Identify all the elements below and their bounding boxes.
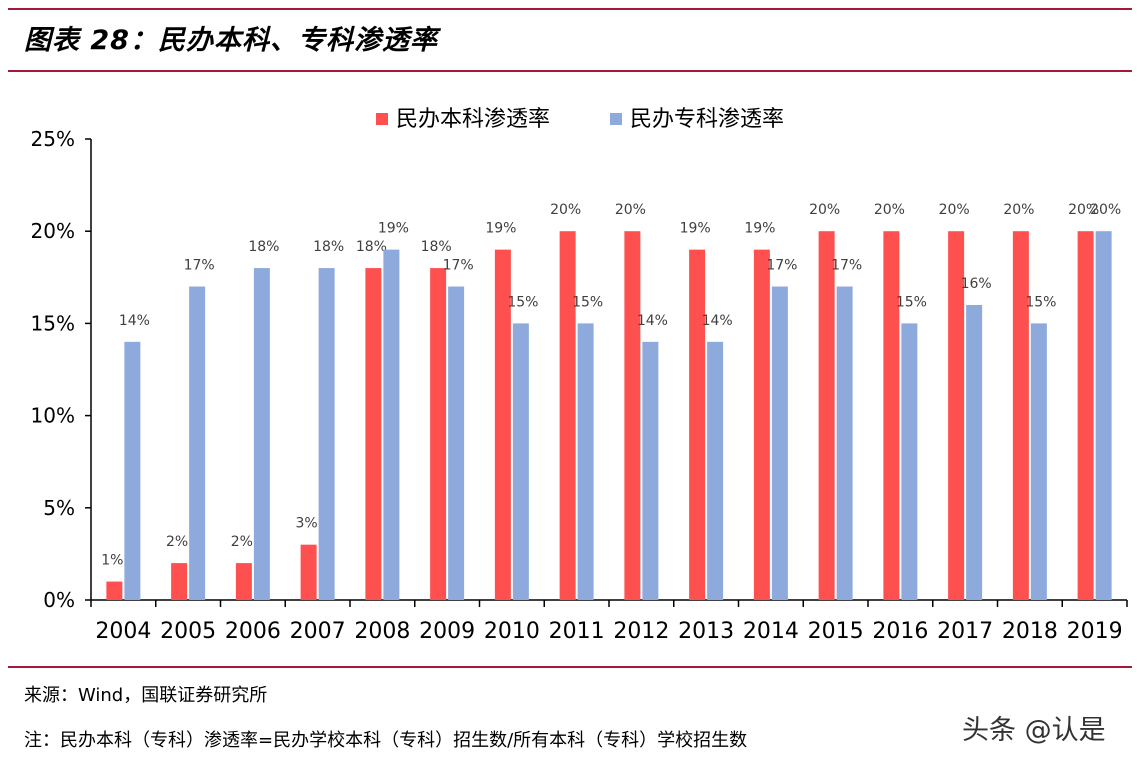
x-tick-label: 2004: [95, 619, 151, 644]
data-label: 17%: [184, 258, 215, 274]
data-label: 2%: [231, 534, 253, 550]
bar-vocational: [966, 304, 983, 600]
legend-swatch-vocational: [610, 113, 622, 125]
data-label: 20%: [615, 202, 646, 218]
x-tick-label: 2017: [937, 619, 993, 644]
bar-undergrad: [235, 563, 252, 600]
bar-undergrad: [883, 231, 900, 600]
bar-vocational: [189, 286, 206, 600]
x-tick-label: 2018: [1002, 619, 1058, 644]
note-text: 注：民办本科（专科）渗透率=民办学校本科（专科）招生数/所有本科（专科）学校招生…: [24, 730, 748, 751]
y-tick-label: 15%: [31, 311, 75, 335]
bar-vocational: [577, 323, 594, 600]
y-tick-label: 5%: [43, 496, 75, 520]
bar-chart: 0% 5% 10% 15% 20% 25% 2004 2005 2006 2007 2008 2009…: [31, 107, 1128, 644]
data-label: 20%: [939, 202, 970, 218]
page-title: 图表 28：民办本科、专科渗透率: [24, 25, 438, 56]
bar-undergrad: [430, 268, 447, 600]
data-label: 15%: [572, 294, 603, 310]
data-label: 18%: [313, 239, 344, 255]
data-label: 1%: [101, 553, 123, 569]
x-tick-label: 2006: [225, 619, 281, 644]
bar-vocational: [512, 323, 529, 600]
x-tick-label: 2019: [1067, 619, 1123, 644]
title-rule: [8, 70, 1132, 72]
bar-undergrad: [818, 231, 835, 600]
x-tick-label: 2007: [290, 619, 346, 644]
bar-undergrad: [559, 231, 576, 600]
y-tick-label: 25%: [31, 127, 75, 151]
bar-vocational: [253, 268, 270, 600]
bar-undergrad: [106, 581, 123, 600]
data-label: 16%: [961, 276, 992, 292]
bar-undergrad: [300, 544, 317, 600]
legend-swatch-undergrad: [376, 113, 388, 125]
x-tick-label: 2015: [808, 619, 864, 644]
data-label: 18%: [356, 239, 387, 255]
x-tick-label: 2005: [160, 619, 216, 644]
bar-undergrad: [948, 231, 965, 600]
bar-undergrad: [753, 249, 770, 600]
data-label: 20%: [1090, 202, 1121, 218]
bar-vocational: [901, 323, 918, 600]
y-tick-label: 10%: [31, 404, 75, 428]
x-tick-label: 2013: [678, 619, 734, 644]
x-tick-label: 2016: [872, 619, 928, 644]
data-label: 17%: [443, 258, 474, 274]
bar-vocational: [1095, 231, 1112, 600]
bottom-rule: [8, 666, 1132, 668]
x-tick-label: 2010: [484, 619, 540, 644]
bar-vocational: [383, 249, 400, 600]
bar-vocational: [448, 286, 465, 600]
data-label: 20%: [550, 202, 581, 218]
data-label: 20%: [1003, 202, 1034, 218]
y-tick-label: 20%: [31, 219, 75, 243]
data-label: 15%: [1025, 294, 1056, 310]
data-label: 19%: [378, 221, 409, 237]
data-label: 20%: [1068, 202, 1099, 218]
x-tick-label: 2012: [613, 619, 669, 644]
watermark: 头条 @认是: [962, 715, 1106, 746]
x-tick-label: 2011: [549, 619, 605, 644]
top-rule: [8, 8, 1132, 10]
bar-vocational: [124, 341, 141, 600]
data-label: 2%: [166, 534, 188, 550]
bar-vocational: [771, 286, 788, 600]
source-text: 来源：Wind，国联证券研究所: [24, 685, 268, 706]
bar-vocational: [836, 286, 853, 600]
x-tick-label: 2014: [743, 619, 799, 644]
data-label: 14%: [637, 313, 668, 329]
data-label: 3%: [296, 516, 318, 532]
data-label: 19%: [485, 221, 516, 237]
data-label: 18%: [421, 239, 452, 255]
legend-label: 民办专科渗透率: [630, 107, 784, 132]
legend-label: 民办本科渗透率: [396, 107, 550, 132]
bar-undergrad: [494, 249, 511, 600]
bar-undergrad: [624, 231, 641, 600]
data-label: 19%: [744, 221, 775, 237]
bar-vocational: [707, 341, 724, 600]
data-label: 14%: [702, 313, 733, 329]
bar-undergrad: [365, 268, 382, 600]
bar-undergrad: [1012, 231, 1029, 600]
data-label: 19%: [680, 221, 711, 237]
data-label: 15%: [896, 294, 927, 310]
data-label: 15%: [507, 294, 538, 310]
x-tick-label: 2008: [354, 619, 410, 644]
y-tick-label: 0%: [43, 588, 75, 612]
data-label: 17%: [766, 258, 797, 274]
data-label: 20%: [874, 202, 905, 218]
bar-vocational: [318, 268, 335, 600]
bar-vocational: [642, 341, 659, 600]
bar-undergrad: [689, 249, 706, 600]
bar-vocational: [1030, 323, 1047, 600]
data-label: 18%: [248, 239, 279, 255]
data-label: 17%: [831, 258, 862, 274]
data-label: 14%: [119, 313, 150, 329]
x-tick-label: 2009: [419, 619, 475, 644]
data-label: 20%: [809, 202, 840, 218]
bar-undergrad: [1077, 231, 1094, 600]
bar-undergrad: [171, 563, 188, 600]
